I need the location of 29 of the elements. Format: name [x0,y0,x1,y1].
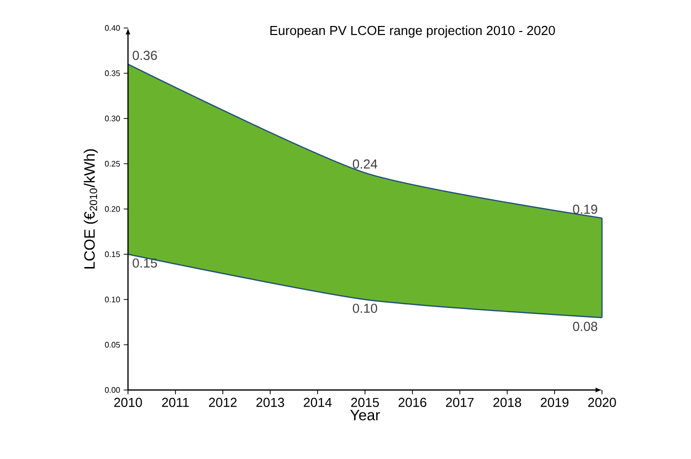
y-tick-label: 0.05 [104,342,120,348]
y-tick-label: 0.15 [104,251,120,258]
y-tick-label: 0.10 [104,296,120,302]
x-tick-label: 2012 [209,398,237,408]
data-label: 0.19 [573,204,598,214]
x-tick-label: 2016 [398,398,426,408]
x-tick-label: 2011 [162,398,189,408]
y-axis-title: LCOE (€$_{2010}$/kWh) [84,149,98,268]
y-tick-label: 0.00 [104,387,120,393]
y-tick-label: 0.40 [104,25,120,31]
x-tick-label: 2014 [304,398,332,408]
data-label: 0.36 [132,50,157,60]
data-label: 0.10 [352,304,378,313]
y-tick-label: 0.35 [104,70,120,76]
y-tick-label: 0.30 [104,116,120,122]
y-tick-label: 0.20 [104,206,120,212]
x-axis-title: Year [350,410,380,420]
data-label: 0.15 [132,258,157,268]
x-tick-label: 2013 [256,398,284,408]
x-tick-label: 2020 [588,398,616,408]
chart-title: European PV LCOE range projection 2010 - 2020 [270,26,555,38]
data-label: 0.24 [352,159,378,169]
y-tick-label: 0.25 [104,160,120,167]
x-tick-label: 2018 [493,398,522,408]
x-tick-label: 2017 [446,398,474,408]
x-tick-label: 2015 [351,398,379,408]
x-tick-label: 2019 [540,398,568,408]
x-tick-label: 2010 [114,398,142,408]
data-label: 0.08 [573,322,598,332]
